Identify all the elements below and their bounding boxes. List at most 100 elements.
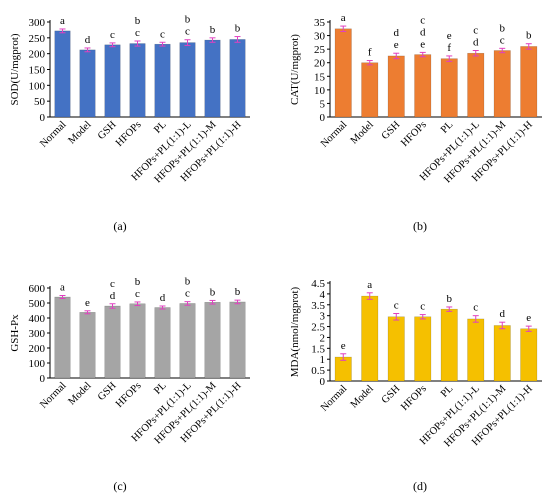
bar-model	[79, 312, 96, 379]
significance-letter: c	[110, 278, 115, 290]
bar-hfops-pl-1-1-h	[229, 39, 246, 118]
significance-letter: d	[394, 27, 400, 39]
significance-letter: e	[394, 39, 399, 51]
significance-letter: b	[447, 293, 453, 305]
significance-letter: b	[185, 14, 191, 26]
bar-gsh	[104, 44, 121, 118]
y-tick-label: 25	[314, 44, 326, 56]
y-tick-label: 600	[29, 283, 46, 295]
y-tick-label: 2	[320, 332, 326, 344]
y-tick-label: 35	[314, 17, 326, 29]
bar-gsh	[387, 316, 405, 382]
bar-model	[361, 62, 379, 118]
significance-letter: c	[420, 301, 425, 313]
significance-letter: c	[185, 26, 190, 38]
y-tick-label: 4.5	[311, 278, 325, 290]
y-tick-label: 0	[320, 112, 326, 124]
panel-b: 05101520253035CAT(U/mgprot)aNormalfModel…	[289, 12, 542, 233]
x-tick-label-hfops: HFOPs	[114, 380, 144, 410]
significance-letter: b	[235, 286, 241, 298]
x-tick-label-gsh: GSH	[380, 119, 403, 142]
y-tick-label: 100	[29, 80, 46, 92]
bar-pl	[154, 43, 171, 118]
bar-hfops-pl-1-1-m	[204, 39, 221, 118]
y-tick-label: 10	[314, 85, 326, 97]
y-axis-title: MDA(nmol/mgprot)	[289, 286, 301, 377]
y-tick-label: 400	[29, 313, 46, 325]
y-tick-label: 20	[314, 58, 326, 70]
y-tick-label: 0	[40, 112, 46, 124]
x-tick-label-pl: PL	[152, 380, 168, 396]
bar-hfops-pl-1-1-l	[179, 303, 196, 379]
significance-letter: b	[500, 22, 506, 34]
bar-hfops-pl-1-1-h	[520, 328, 538, 382]
x-tick-label-pl: PL	[439, 383, 455, 399]
significance-letter: c	[473, 25, 478, 37]
significance-letter: c	[500, 34, 505, 46]
y-tick-label: 150	[29, 65, 46, 77]
y-tick-label: 0	[40, 373, 46, 385]
x-tick-label-model: Model	[349, 119, 376, 146]
bar-gsh	[104, 305, 121, 379]
bar-hfops-pl-1-1-m	[493, 325, 511, 382]
significance-letter: c	[473, 302, 478, 314]
significance-letter: d	[85, 34, 91, 46]
significance-letter: e	[447, 30, 452, 42]
y-tick-label: 4	[320, 289, 326, 301]
y-axis-title: SOD(U/mgprot)	[9, 33, 21, 105]
significance-letter: c	[185, 288, 190, 300]
significance-letter: c	[160, 28, 165, 40]
significance-letter: c	[135, 27, 140, 39]
bar-normal	[54, 30, 71, 118]
x-tick-label-hfops: HFOPs	[114, 119, 144, 149]
x-tick-label-hfops: HFOPs	[399, 119, 429, 149]
y-tick-label: 100	[29, 358, 46, 370]
y-axis-title: CAT(U/mgprot)	[289, 34, 301, 105]
significance-letter: f	[368, 47, 372, 59]
bar-hfops-pl-1-1-m	[204, 302, 221, 379]
y-tick-label: 0.5	[311, 365, 325, 377]
panel-c: 0100200300400500600GSH-PxaNormaleModelcd…	[9, 276, 250, 493]
y-axis-title: GSH-Px	[9, 314, 21, 352]
y-tick-label: 300	[29, 328, 46, 340]
y-tick-label: 50	[34, 96, 46, 108]
significance-letter: a	[341, 12, 346, 24]
y-tick-label: 3	[320, 311, 326, 323]
y-tick-label: 200	[29, 343, 46, 355]
x-tick-label-pl: PL	[439, 119, 455, 135]
x-tick-label-model: Model	[66, 119, 93, 146]
significance-letter: b	[235, 23, 241, 35]
significance-letter: c	[135, 288, 140, 300]
significance-letter: a	[367, 279, 372, 291]
bar-hfops	[129, 303, 146, 379]
significance-letter: d	[110, 290, 116, 302]
bar-model	[79, 49, 96, 118]
significance-letter: c	[110, 29, 115, 41]
panel-caption: (c)	[113, 479, 126, 493]
significance-letter: b	[135, 276, 141, 288]
x-tick-label-hfops: HFOPs	[399, 383, 429, 413]
significance-letter: e	[420, 38, 425, 50]
significance-letter: e	[341, 340, 346, 352]
significance-letter: d	[160, 292, 166, 304]
y-tick-label: 15	[314, 71, 326, 83]
y-tick-label: 250	[29, 33, 46, 45]
bar-hfops	[129, 43, 146, 118]
y-tick-label: 1	[320, 354, 326, 366]
panel-a: 050100150200250300SOD(U/mgprot)aNormaldM…	[9, 14, 250, 233]
x-tick-label-pl: PL	[152, 119, 168, 135]
bar-normal	[334, 28, 352, 118]
panel-caption: (a)	[113, 219, 126, 233]
bar-hfops-pl-1-1-h	[520, 46, 538, 118]
y-tick-label: 0	[320, 376, 326, 388]
significance-letter: b	[526, 30, 532, 42]
bar-normal	[54, 296, 71, 379]
bar-hfops	[414, 316, 432, 382]
y-tick-label: 200	[29, 49, 46, 61]
y-tick-label: 1.5	[311, 343, 325, 355]
bar-model	[361, 295, 379, 382]
y-tick-label: 3.5	[311, 300, 325, 312]
significance-letter: a	[60, 15, 65, 27]
